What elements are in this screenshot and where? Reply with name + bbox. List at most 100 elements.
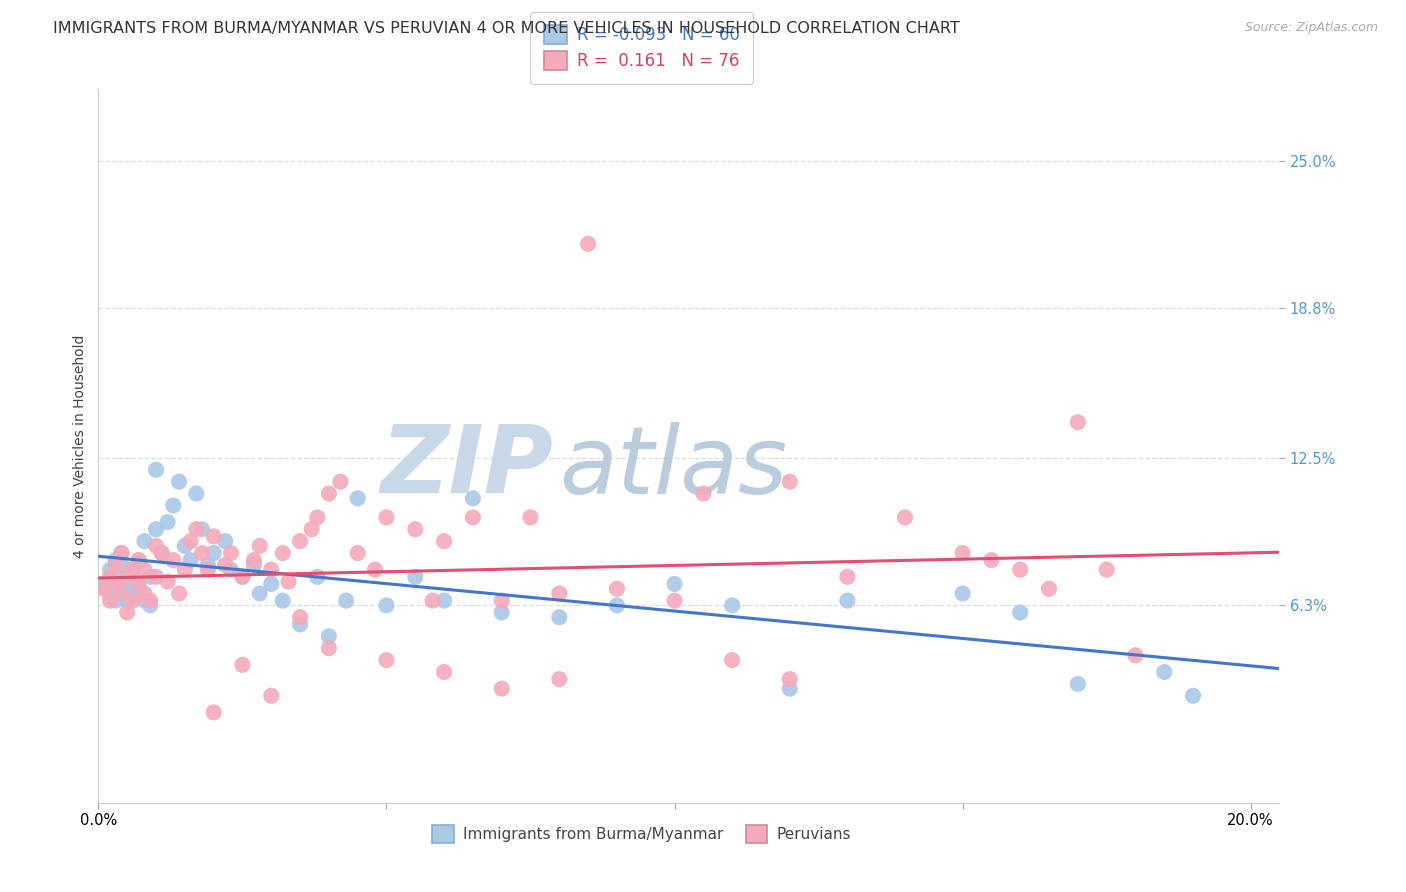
Point — [104, 577, 127, 591]
Point — [219, 546, 242, 560]
Point — [167, 586, 190, 600]
Point — [156, 574, 179, 589]
Point — [231, 570, 253, 584]
Point — [491, 593, 513, 607]
Point — [156, 515, 179, 529]
Point — [110, 582, 132, 596]
Point — [375, 599, 398, 613]
Point — [110, 546, 132, 560]
Y-axis label: 4 or more Vehicles in Household: 4 or more Vehicles in Household — [73, 334, 87, 558]
Point — [433, 534, 456, 549]
Point — [288, 617, 311, 632]
Point — [219, 563, 242, 577]
Point — [98, 563, 121, 577]
Point — [1010, 606, 1032, 620]
Point — [980, 553, 1002, 567]
Point — [779, 681, 801, 696]
Point — [249, 539, 271, 553]
Text: atlas: atlas — [560, 422, 787, 513]
Point — [128, 553, 150, 567]
Point — [173, 563, 195, 577]
Point — [173, 539, 195, 553]
Point — [98, 593, 121, 607]
Point — [837, 593, 859, 607]
Point — [894, 510, 917, 524]
Point — [1038, 582, 1060, 596]
Point — [779, 672, 801, 686]
Point — [243, 558, 266, 572]
Point — [139, 599, 162, 613]
Point — [288, 610, 311, 624]
Point — [422, 593, 444, 607]
Point — [186, 486, 208, 500]
Point — [162, 499, 184, 513]
Point — [93, 582, 115, 596]
Point — [329, 475, 352, 489]
Point — [191, 522, 214, 536]
Point — [145, 539, 167, 553]
Point — [139, 570, 162, 584]
Point — [1153, 665, 1175, 679]
Point — [104, 553, 127, 567]
Point — [301, 522, 323, 536]
Point — [93, 577, 115, 591]
Point — [167, 475, 190, 489]
Point — [122, 563, 145, 577]
Point — [162, 553, 184, 567]
Point — [150, 546, 173, 560]
Point — [461, 510, 484, 524]
Point — [98, 586, 121, 600]
Point — [145, 570, 167, 584]
Point — [214, 534, 236, 549]
Point — [139, 593, 162, 607]
Point — [461, 491, 484, 506]
Point — [260, 689, 283, 703]
Point — [145, 463, 167, 477]
Point — [128, 582, 150, 596]
Point — [122, 563, 145, 577]
Point — [260, 563, 283, 577]
Point — [491, 681, 513, 696]
Point — [519, 510, 541, 524]
Point — [335, 593, 357, 607]
Point — [1067, 677, 1090, 691]
Point — [1067, 415, 1090, 429]
Point — [115, 570, 138, 584]
Point — [110, 586, 132, 600]
Point — [197, 563, 219, 577]
Point — [128, 553, 150, 567]
Point — [145, 522, 167, 536]
Point — [202, 546, 225, 560]
Point — [318, 641, 340, 656]
Point — [721, 653, 744, 667]
Text: Source: ZipAtlas.com: Source: ZipAtlas.com — [1244, 21, 1378, 35]
Point — [128, 577, 150, 591]
Point — [364, 563, 387, 577]
Point — [952, 546, 974, 560]
Point — [231, 570, 253, 584]
Point — [433, 593, 456, 607]
Point — [191, 546, 214, 560]
Point — [186, 522, 208, 536]
Point — [110, 558, 132, 572]
Point — [307, 510, 329, 524]
Point — [98, 570, 121, 584]
Point — [1095, 563, 1118, 577]
Point — [214, 558, 236, 572]
Point — [318, 486, 340, 500]
Point — [307, 570, 329, 584]
Point — [346, 491, 368, 506]
Point — [122, 593, 145, 607]
Point — [271, 593, 294, 607]
Point — [606, 599, 628, 613]
Point — [837, 570, 859, 584]
Text: ZIP: ZIP — [380, 421, 553, 514]
Point — [1010, 563, 1032, 577]
Point — [104, 570, 127, 584]
Point — [202, 529, 225, 543]
Point — [260, 577, 283, 591]
Point — [664, 577, 686, 591]
Point — [1125, 648, 1147, 663]
Point — [548, 610, 571, 624]
Point — [318, 629, 340, 643]
